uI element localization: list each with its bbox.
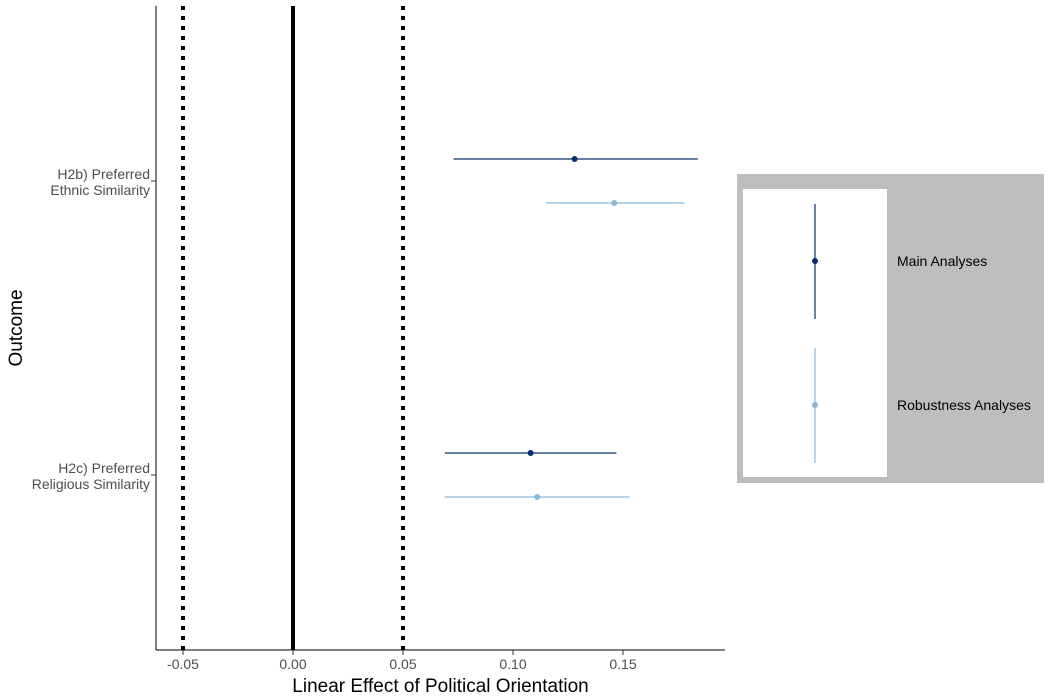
- x-axis-title: Linear Effect of Political Orientation: [292, 676, 588, 697]
- point-estimate: [611, 200, 618, 206]
- legend-label: Main Analyses: [897, 253, 987, 269]
- x-tick-label: 0.15: [609, 656, 636, 672]
- legend-key-point: [812, 402, 818, 408]
- y-tick-label: H2b) Preferred Ethnic Similarity: [50, 166, 150, 198]
- point-estimate: [527, 450, 534, 456]
- x-tick-label: 0.00: [279, 656, 306, 672]
- x-tick-label: -0.05: [167, 656, 199, 672]
- point-estimate: [534, 494, 541, 500]
- legend-key-point: [812, 258, 818, 264]
- legend-label: Robustness Analyses: [897, 397, 1031, 413]
- y-axis-title: Outcome: [6, 289, 27, 366]
- x-tick-label: 0.05: [389, 656, 416, 672]
- point-estimate: [571, 156, 578, 162]
- x-tick-label: 0.10: [499, 656, 526, 672]
- y-tick-label: H2c) Preferred Religious Similarity: [32, 460, 150, 492]
